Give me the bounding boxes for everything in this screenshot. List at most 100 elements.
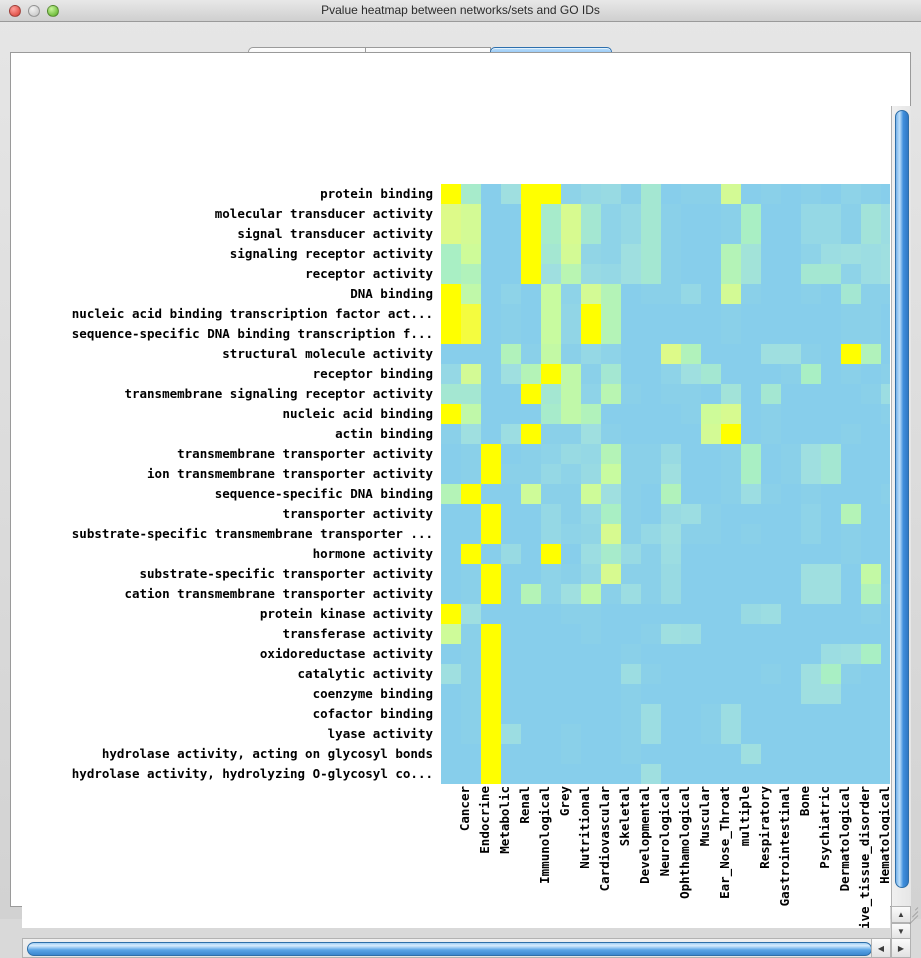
- heatmap-cell[interactable]: [501, 364, 521, 384]
- heatmap-cell[interactable]: [701, 724, 721, 744]
- heatmap-cell[interactable]: [781, 404, 801, 424]
- heatmap-cell[interactable]: [561, 324, 581, 344]
- zoom-window-button[interactable]: [47, 5, 59, 17]
- heatmap-cell[interactable]: [521, 184, 541, 204]
- heatmap-cell[interactable]: [761, 404, 781, 424]
- heatmap-cell[interactable]: [761, 424, 781, 444]
- heatmap-cell[interactable]: [741, 304, 761, 324]
- heatmap-cell[interactable]: [581, 504, 601, 524]
- heatmap-cell[interactable]: [881, 264, 890, 284]
- heatmap-cell[interactable]: [601, 604, 621, 624]
- heatmap-cell[interactable]: [741, 764, 761, 784]
- heatmap-cell[interactable]: [621, 264, 641, 284]
- heatmap-cell[interactable]: [881, 624, 890, 644]
- heatmap-cell[interactable]: [481, 524, 501, 544]
- heatmap-cell[interactable]: [621, 724, 641, 744]
- heatmap-cell[interactable]: [761, 644, 781, 664]
- heatmap-cell[interactable]: [881, 644, 890, 664]
- heatmap-cell[interactable]: [601, 324, 621, 344]
- heatmap-cell[interactable]: [481, 204, 501, 224]
- heatmap-cell[interactable]: [681, 404, 701, 424]
- heatmap-cell[interactable]: [761, 504, 781, 524]
- heatmap-cell[interactable]: [501, 404, 521, 424]
- heatmap-cell[interactable]: [841, 444, 861, 464]
- heatmap-cell[interactable]: [561, 604, 581, 624]
- heatmap-cell[interactable]: [521, 504, 541, 524]
- heatmap-cell[interactable]: [581, 184, 601, 204]
- heatmap-cell[interactable]: [561, 744, 581, 764]
- heatmap-cell[interactable]: [861, 504, 881, 524]
- heatmap-cell[interactable]: [821, 264, 841, 284]
- heatmap-cell[interactable]: [721, 224, 741, 244]
- heatmap-cell[interactable]: [581, 384, 601, 404]
- heatmap-cell[interactable]: [461, 404, 481, 424]
- heatmap-cell[interactable]: [561, 364, 581, 384]
- heatmap-cell[interactable]: [601, 284, 621, 304]
- heatmap-cell[interactable]: [501, 564, 521, 584]
- heatmap-cell[interactable]: [481, 684, 501, 704]
- heatmap-cell[interactable]: [741, 424, 761, 444]
- heatmap-cell[interactable]: [781, 644, 801, 664]
- heatmap-cell[interactable]: [441, 364, 461, 384]
- heatmap-cell[interactable]: [801, 664, 821, 684]
- heatmap-cell[interactable]: [641, 704, 661, 724]
- heatmap-cell[interactable]: [621, 304, 641, 324]
- heatmap-cell[interactable]: [761, 284, 781, 304]
- heatmap-cell[interactable]: [441, 724, 461, 744]
- heatmap-cell[interactable]: [761, 184, 781, 204]
- heatmap-cell[interactable]: [481, 504, 501, 524]
- heatmap-cell[interactable]: [681, 624, 701, 644]
- heatmap-cell[interactable]: [521, 284, 541, 304]
- heatmap-cell[interactable]: [781, 284, 801, 304]
- heatmap-cell[interactable]: [741, 524, 761, 544]
- heatmap-cell[interactable]: [761, 344, 781, 364]
- heatmap-cell[interactable]: [861, 664, 881, 684]
- heatmap-cell[interactable]: [661, 304, 681, 324]
- heatmap-cell[interactable]: [621, 344, 641, 364]
- heatmap-cell[interactable]: [461, 644, 481, 664]
- heatmap-cell[interactable]: [761, 724, 781, 744]
- heatmap-cell[interactable]: [581, 584, 601, 604]
- heatmap-cell[interactable]: [481, 424, 501, 444]
- heatmap-cell[interactable]: [441, 584, 461, 604]
- heatmap-cell[interactable]: [741, 444, 761, 464]
- heatmap-cell[interactable]: [521, 424, 541, 444]
- heatmap-cell[interactable]: [521, 604, 541, 624]
- heatmap-cell[interactable]: [701, 404, 721, 424]
- heatmap-cell[interactable]: [561, 724, 581, 744]
- heatmap-cell[interactable]: [641, 264, 661, 284]
- heatmap-cell[interactable]: [501, 204, 521, 224]
- heatmap-cell[interactable]: [881, 484, 890, 504]
- heatmap-cell[interactable]: [761, 624, 781, 644]
- heatmap-cell[interactable]: [741, 544, 761, 564]
- heatmap-cell[interactable]: [581, 464, 601, 484]
- heatmap-cell[interactable]: [821, 344, 841, 364]
- heatmap-cell[interactable]: [881, 604, 890, 624]
- heatmap-cell[interactable]: [561, 704, 581, 724]
- heatmap-cell[interactable]: [501, 604, 521, 624]
- heatmap-cell[interactable]: [881, 444, 890, 464]
- heatmap-cell[interactable]: [701, 624, 721, 644]
- heatmap-cell[interactable]: [661, 424, 681, 444]
- heatmap-cell[interactable]: [801, 504, 821, 524]
- heatmap-cell[interactable]: [521, 564, 541, 584]
- heatmap-cell[interactable]: [481, 664, 501, 684]
- heatmap-cell[interactable]: [441, 704, 461, 724]
- heatmap-cell[interactable]: [721, 624, 741, 644]
- heatmap-cell[interactable]: [461, 364, 481, 384]
- heatmap-cell[interactable]: [661, 184, 681, 204]
- heatmap-cell[interactable]: [641, 444, 661, 464]
- heatmap-cell[interactable]: [721, 444, 741, 464]
- heatmap-cell[interactable]: [661, 524, 681, 544]
- heatmap-cell[interactable]: [821, 224, 841, 244]
- heatmap-cell[interactable]: [821, 364, 841, 384]
- heatmap-cell[interactable]: [861, 764, 881, 784]
- minimize-window-button[interactable]: [28, 5, 40, 17]
- heatmap-cell[interactable]: [561, 444, 581, 464]
- heatmap-cell[interactable]: [601, 584, 621, 604]
- heatmap-cell[interactable]: [481, 564, 501, 584]
- heatmap-cell[interactable]: [541, 744, 561, 764]
- heatmap-cell[interactable]: [521, 444, 541, 464]
- heatmap-cell[interactable]: [681, 284, 701, 304]
- heatmap-cell[interactable]: [841, 204, 861, 224]
